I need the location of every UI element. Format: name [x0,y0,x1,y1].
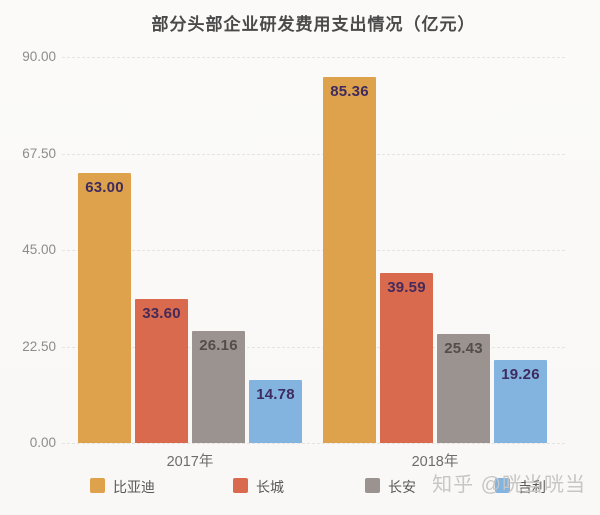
legend-label: 长城 [256,479,284,495]
gridline [62,443,565,444]
bar-长城-2017年: 33.60 [135,298,188,443]
gridline [62,153,565,155]
bar-value-label: 26.16 [199,336,238,354]
bar-value-label: 19.26 [501,366,540,384]
y-axis-tick-label: 67.50 [22,145,56,161]
legend-item-吉利: 吉利 [495,477,600,495]
y-axis-tick-label: 0.00 [29,435,56,450]
legend-swatch-icon [495,478,510,493]
legend-swatch-icon [233,478,248,493]
watermark: 知乎 @咣当咣当 [432,474,586,496]
gridline [62,57,565,58]
legend-label: 比亚迪 [113,479,155,495]
bar-value-label: 14.78 [256,385,295,403]
legend-item-长安: 长安 [365,477,475,495]
y-axis-tick-label: 22.50 [22,338,56,354]
bar-value-label: 25.43 [444,339,483,357]
bar-长安-2018年: 25.43 [437,333,490,443]
legend-label: 吉利 [518,479,546,495]
bar-value-label: 85.36 [330,82,369,100]
legend-swatch-icon [90,478,105,493]
legend-item-比亚迪: 比亚迪 [90,477,200,495]
bar-吉利-2017年: 14.78 [249,379,302,443]
legend-label: 长安 [388,479,416,495]
bar-长城-2018年: 39.59 [380,273,433,443]
x-axis-category-label: 2017年 [166,454,214,470]
bar-比亚迪-2018年: 85.36 [323,76,376,443]
chart-title: 部分头部企业研发费用支出情况（亿元） [151,15,476,34]
bar-比亚迪-2017年: 63.00 [78,172,131,443]
y-axis-tick-label: 90.00 [22,49,56,64]
y-axis-tick-label: 45.00 [22,242,56,257]
bar-value-label: 63.00 [85,178,124,196]
bar-value-label: 39.59 [387,279,426,297]
bar-value-label: 33.60 [142,304,181,322]
gridline [62,346,565,348]
bar-长安-2017年: 26.16 [192,330,245,443]
bar-吉利-2018年: 19.26 [494,360,547,443]
x-axis-category-label: 2018年 [411,454,459,470]
legend-item-长城: 长城 [233,477,343,495]
legend-swatch-icon [365,478,380,493]
gridline [62,250,565,251]
